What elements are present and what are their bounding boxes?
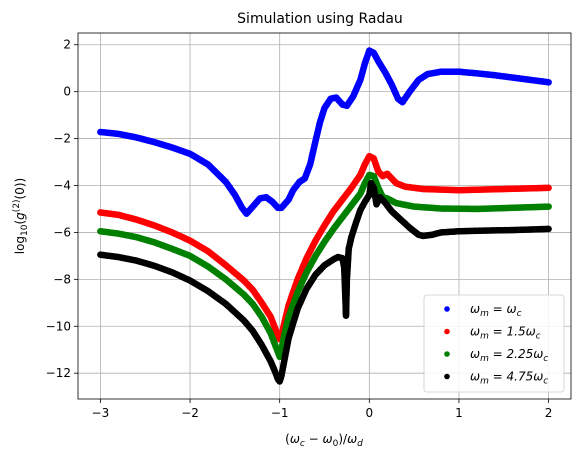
- legend-entry: ωm = 4.75ωc: [444, 370, 548, 387]
- legend: ωm = ωc ωm = 1.5ωc ωm = 2.25ωc ωm = 4.75ωc: [423, 294, 565, 393]
- legend-marker: [444, 306, 450, 312]
- series-3: [97, 171, 552, 361]
- legend-label: ωm = 2.25ωc: [470, 347, 548, 364]
- y-tick-label: −10: [46, 319, 71, 333]
- legend-entry: ωm = 2.25ωc: [444, 347, 548, 364]
- legend-marker: [444, 373, 450, 380]
- legend-label: ωm = 4.75ωc: [470, 370, 548, 387]
- y-axis-ticks: −12 −10 −8 −6 −4 −2 0 2: [46, 38, 78, 380]
- axes-frame: [77, 32, 572, 400]
- x-tick-label: 1: [455, 406, 463, 420]
- x-tick-label: 2: [545, 406, 553, 420]
- series-4: [97, 179, 552, 385]
- y-tick-label: −8: [53, 272, 71, 286]
- legend-box: [423, 294, 565, 393]
- data-point: [545, 184, 552, 192]
- y-tick-label: −12: [46, 366, 71, 380]
- x-tick-label: −3: [92, 406, 110, 420]
- x-tick-label: −2: [181, 406, 199, 420]
- legend-label: ωm = 1.5ωc: [470, 325, 541, 342]
- y-tick-label: −6: [53, 225, 71, 239]
- y-tick-label: 0: [63, 85, 71, 99]
- x-tick-label: −1: [271, 406, 289, 420]
- y-tick-label: −2: [53, 132, 71, 146]
- x-tick-label: 0: [365, 406, 373, 420]
- legend-entry: ωm = 1.5ωc: [444, 325, 541, 342]
- legend-entry: ωm = ωc: [444, 302, 522, 319]
- data-point: [545, 78, 552, 86]
- legend-marker: [444, 351, 450, 357]
- y-tick-label: 2: [63, 38, 71, 52]
- x-axis-label: (ωc − ω0)/ωd: [285, 432, 363, 449]
- legend-label: ωm = ωc: [470, 302, 522, 319]
- data-point: [545, 225, 552, 233]
- legend-marker: [444, 328, 450, 335]
- series-2: [97, 152, 552, 343]
- x-axis-ticks: −3 −2 −1 0 1 2: [92, 399, 553, 420]
- series-1: [97, 47, 552, 217]
- data-point: [545, 203, 552, 210]
- y-tick-label: −4: [53, 179, 71, 193]
- chart-title: Simulation using Radau: [237, 11, 403, 27]
- series-layer: [97, 47, 552, 385]
- plot-area: −3 −2 −1 0 1 2 −12−10−8−6−4−202: [46, 32, 572, 420]
